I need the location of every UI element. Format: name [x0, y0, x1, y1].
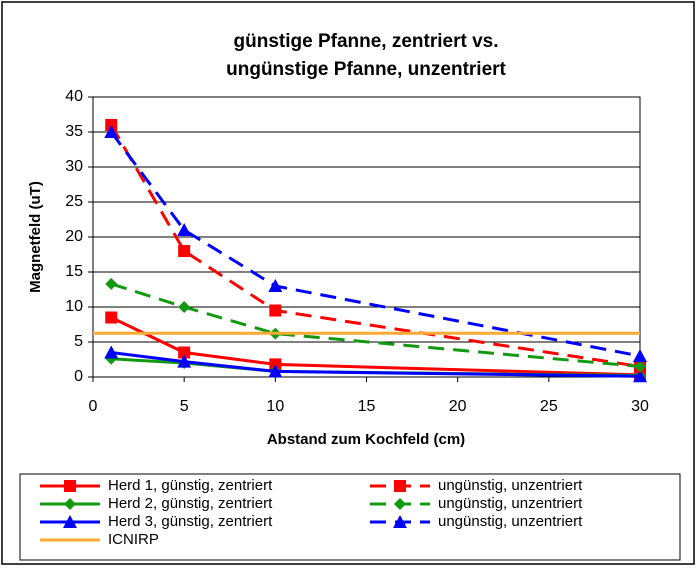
marker [178, 245, 191, 257]
y-tick-label: 0 [74, 368, 83, 385]
legend-label: Herd 1, günstig, zentriert [108, 477, 273, 494]
x-tick-label: 0 [89, 398, 98, 415]
x-tick-label: 10 [266, 398, 284, 415]
y-tick-label: 30 [65, 158, 83, 175]
marker [64, 480, 76, 492]
x-tick-label: 20 [449, 398, 467, 415]
marker [178, 346, 191, 359]
legend-box [19, 473, 681, 561]
series-line [110, 316, 641, 377]
y-tick-label: 5 [74, 333, 83, 350]
series-line [110, 282, 641, 368]
marker [105, 311, 118, 324]
y-axis-label: Magnetfeld (uT) [27, 181, 44, 293]
y-tick-label: 35 [65, 123, 83, 140]
marker [633, 349, 647, 362]
marker [178, 301, 191, 313]
marker [177, 354, 192, 368]
marker [104, 125, 119, 138]
x-tick-label: 5 [180, 398, 189, 415]
marker [394, 480, 406, 492]
marker [393, 515, 407, 528]
legend-label: Herd 3, günstig, zentriert [108, 513, 273, 530]
series-line [110, 131, 641, 358]
marker [177, 223, 192, 236]
y-tick-label: 20 [65, 228, 83, 245]
marker [105, 277, 118, 290]
marker [64, 498, 76, 510]
y-tick-label: 25 [65, 193, 83, 210]
y-tick-label: 10 [65, 298, 83, 315]
chart-title: günstige Pfanne, zentriert vs. [234, 31, 499, 52]
x-tick-label: 15 [358, 398, 376, 415]
y-tick-label: 15 [65, 263, 83, 280]
x-axis-label: Abstand zum Kochfeld (cm) [267, 431, 465, 448]
chart-title: ungünstige Pfanne, unzentriert [226, 59, 506, 80]
legend-label: ungünstig, unzentriert [438, 477, 583, 494]
x-tick-label: 25 [540, 398, 558, 415]
series-line [111, 351, 641, 378]
series-line [109, 124, 641, 368]
marker [634, 360, 646, 373]
marker [633, 369, 647, 383]
legend-label: ungünstig, unzentriert [438, 495, 583, 512]
marker [268, 364, 283, 378]
y-tick-label: 40 [65, 88, 83, 105]
marker [63, 515, 77, 528]
marker [104, 345, 119, 359]
marker [268, 279, 283, 292]
legend-label: Herd 2, günstig, zentriert [108, 495, 273, 512]
x-tick-label: 30 [631, 398, 649, 415]
marker [394, 498, 406, 510]
legend-label: ICNIRP [108, 531, 159, 548]
legend-label: ungünstig, unzentriert [438, 513, 583, 530]
marker [269, 304, 282, 317]
